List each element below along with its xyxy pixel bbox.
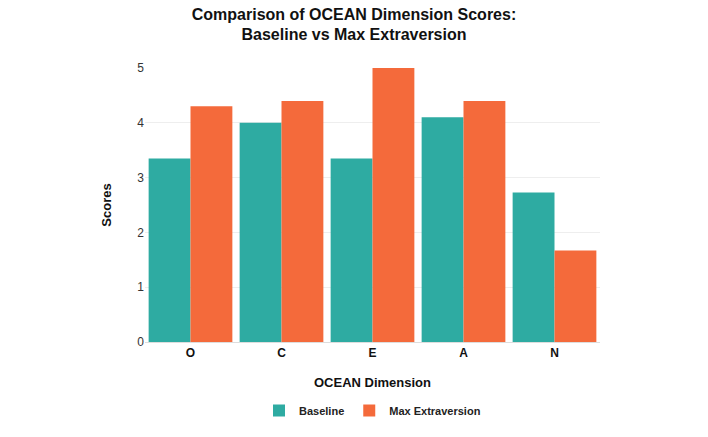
svg-text:A: A [459,346,468,360]
svg-text:C: C [277,346,286,360]
svg-text:E: E [368,346,376,360]
svg-text:N: N [550,346,559,360]
svg-text:Max Extraversion: Max Extraversion [389,405,480,417]
svg-text:5: 5 [137,61,144,75]
svg-text:Comparison of OCEAN Dimension: Comparison of OCEAN Dimension Scores:Bas… [192,6,517,44]
svg-text:O: O [186,346,195,360]
svg-text:OCEAN Dimension: OCEAN Dimension [314,375,431,390]
svg-text:0: 0 [137,335,144,349]
svg-text:Baseline: Baseline [299,405,344,417]
svg-text:2: 2 [137,226,144,240]
svg-text:3: 3 [137,171,144,185]
svg-text:4: 4 [137,116,144,130]
svg-text:Scores: Scores [99,183,114,226]
svg-text:1: 1 [137,280,144,294]
